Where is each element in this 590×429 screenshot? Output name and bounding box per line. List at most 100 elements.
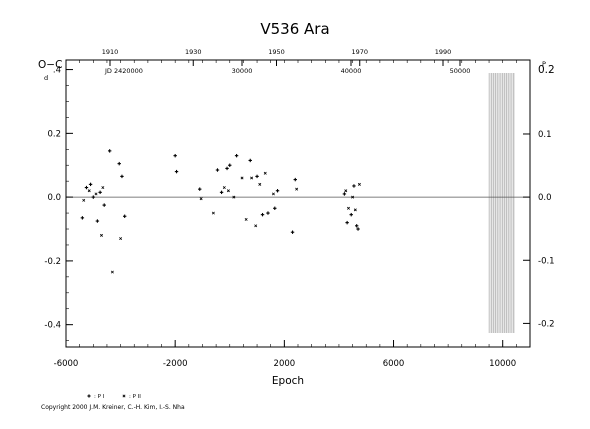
secondary-minimum-point bbox=[351, 195, 355, 199]
secondary-minimum-point bbox=[347, 206, 350, 210]
primary-minimum-point bbox=[260, 212, 265, 217]
primary-minimum-point bbox=[273, 206, 277, 210]
secondary-minimum-point bbox=[110, 270, 114, 274]
top-year-label: 1950 bbox=[268, 48, 285, 56]
secondary-minimum-point bbox=[99, 233, 103, 237]
legend-label-secondary: : P II bbox=[129, 394, 141, 400]
y-tick-label: 0.0 bbox=[47, 193, 61, 203]
primary-minimum-point bbox=[225, 166, 229, 171]
primary-minimum-point bbox=[174, 169, 179, 174]
top-ticks: 1910 1930 1950 1970 1990 30000 40000 50000 bbox=[102, 48, 471, 75]
primary-minimum-point bbox=[120, 174, 124, 179]
secondary-minimum-point bbox=[250, 176, 254, 180]
secondary-minimum-point bbox=[101, 186, 105, 190]
y-tick-label: 0.2 bbox=[47, 129, 61, 139]
legend-marker-secondary bbox=[122, 394, 126, 398]
minor-ticks bbox=[65, 60, 531, 347]
primary-minimum-point bbox=[352, 184, 356, 188]
top-year-label: 1990 bbox=[435, 48, 452, 56]
y-tick-label: -0.4 bbox=[44, 321, 61, 331]
right-tick-label: 0.1 bbox=[538, 130, 552, 140]
y-tick-label: -0.2 bbox=[44, 257, 61, 267]
secondary-minimum-point bbox=[226, 189, 230, 193]
primary-minimum-point bbox=[80, 216, 85, 220]
secondary-minimum-point bbox=[357, 182, 361, 186]
secondary-minimum-point bbox=[244, 217, 248, 221]
legend-label-primary: : P I bbox=[94, 394, 105, 400]
right-ticks: 0.1 0.0 -0.1 -0.2 bbox=[523, 130, 555, 329]
secondary-minimum-point bbox=[295, 187, 299, 191]
primary-minimum-point bbox=[173, 153, 177, 158]
primary-minimum-point bbox=[88, 182, 93, 187]
secondary-minimum-point bbox=[258, 182, 262, 186]
top-jd-axis-label: JD 2420000 bbox=[104, 67, 143, 75]
primary-minimum-point bbox=[290, 230, 295, 234]
x-tick-label: 10000 bbox=[489, 359, 516, 369]
right-tick-label: 0.0 bbox=[538, 193, 552, 203]
primary-minimum-point bbox=[95, 219, 100, 223]
primary-minimum-point bbox=[345, 220, 349, 225]
primary-minimum-point bbox=[275, 189, 280, 193]
secondary-minimum-point bbox=[353, 208, 357, 212]
chart-title: V536 Ara bbox=[260, 20, 329, 38]
plot-frame bbox=[65, 59, 531, 348]
legend: : P I : P II bbox=[87, 394, 141, 400]
y-tick-label: .4 bbox=[53, 66, 61, 76]
primary-minimum-point bbox=[349, 212, 353, 217]
primary-minimum-point bbox=[98, 190, 102, 195]
copyright-note: Copyright 2000 J.M. Kreiner, C.-H. Kim, … bbox=[41, 404, 185, 411]
primary-minimum-point bbox=[255, 174, 259, 179]
top-year-label: 1910 bbox=[102, 48, 119, 56]
x-axis-label: Epoch bbox=[272, 375, 304, 387]
primary-minimum-point bbox=[117, 161, 121, 166]
secondary-minimum-point bbox=[271, 192, 275, 196]
primary-minimum-point bbox=[91, 195, 95, 199]
primary-minimum-point bbox=[266, 211, 270, 215]
secondary-minimum-point bbox=[240, 176, 244, 180]
x-tick-label: -6000 bbox=[54, 359, 79, 369]
primary-minimum-point bbox=[215, 168, 220, 172]
y-ticks: -0.4 -0.2 0.0 0.2 .4 bbox=[44, 66, 73, 331]
primary-minimum-point bbox=[234, 153, 239, 158]
x-tick-label: -2000 bbox=[163, 359, 188, 369]
secondary-minimum-point bbox=[232, 195, 236, 199]
primary-minimum-point bbox=[356, 227, 360, 231]
primary-minimum-point bbox=[122, 214, 127, 218]
right-tick-label: -0.1 bbox=[538, 256, 555, 266]
x-tick-label: 2000 bbox=[274, 359, 296, 369]
right-axis-unit: P bbox=[542, 60, 546, 68]
secondary-minimum-point bbox=[211, 211, 215, 215]
right-axis-label: 0.2 bbox=[538, 64, 555, 76]
secondary-minimum-point bbox=[87, 189, 91, 193]
secondary-minimum-point bbox=[254, 224, 258, 228]
primary-minimum-point bbox=[293, 177, 297, 182]
secondary-minimum-point bbox=[344, 189, 348, 193]
top-jd-label: 40000 bbox=[341, 67, 362, 75]
y-axis-label: O−C bbox=[38, 59, 62, 71]
top-jd-label: 50000 bbox=[450, 67, 471, 75]
primary-minimum-point bbox=[354, 224, 359, 228]
secondary-minimum-point bbox=[199, 197, 203, 201]
primary-minimum-point bbox=[107, 149, 112, 153]
primary-minimum-point bbox=[228, 163, 232, 167]
primary-minimum-point bbox=[248, 158, 252, 163]
secondary-minimum-point bbox=[94, 192, 98, 196]
legend-marker-primary bbox=[87, 394, 91, 398]
top-year-label: 1930 bbox=[185, 48, 202, 56]
secondary-minimum-point bbox=[222, 186, 226, 190]
y-axis-unit: d bbox=[44, 74, 48, 82]
shaded-region bbox=[488, 73, 515, 333]
right-tick-label: -0.2 bbox=[538, 319, 555, 329]
secondary-minimum-point bbox=[119, 237, 123, 241]
top-year-label: 1970 bbox=[351, 48, 368, 56]
primary-minimum-point bbox=[198, 187, 202, 191]
primary-minimum-point bbox=[342, 192, 347, 196]
top-jd-label: 30000 bbox=[232, 67, 253, 75]
secondary-minimum-point bbox=[263, 171, 267, 175]
primary-minimum-point bbox=[219, 190, 224, 195]
primary-minimum-point bbox=[102, 203, 106, 207]
primary-minimum-point bbox=[84, 185, 89, 190]
data-points bbox=[80, 149, 361, 274]
